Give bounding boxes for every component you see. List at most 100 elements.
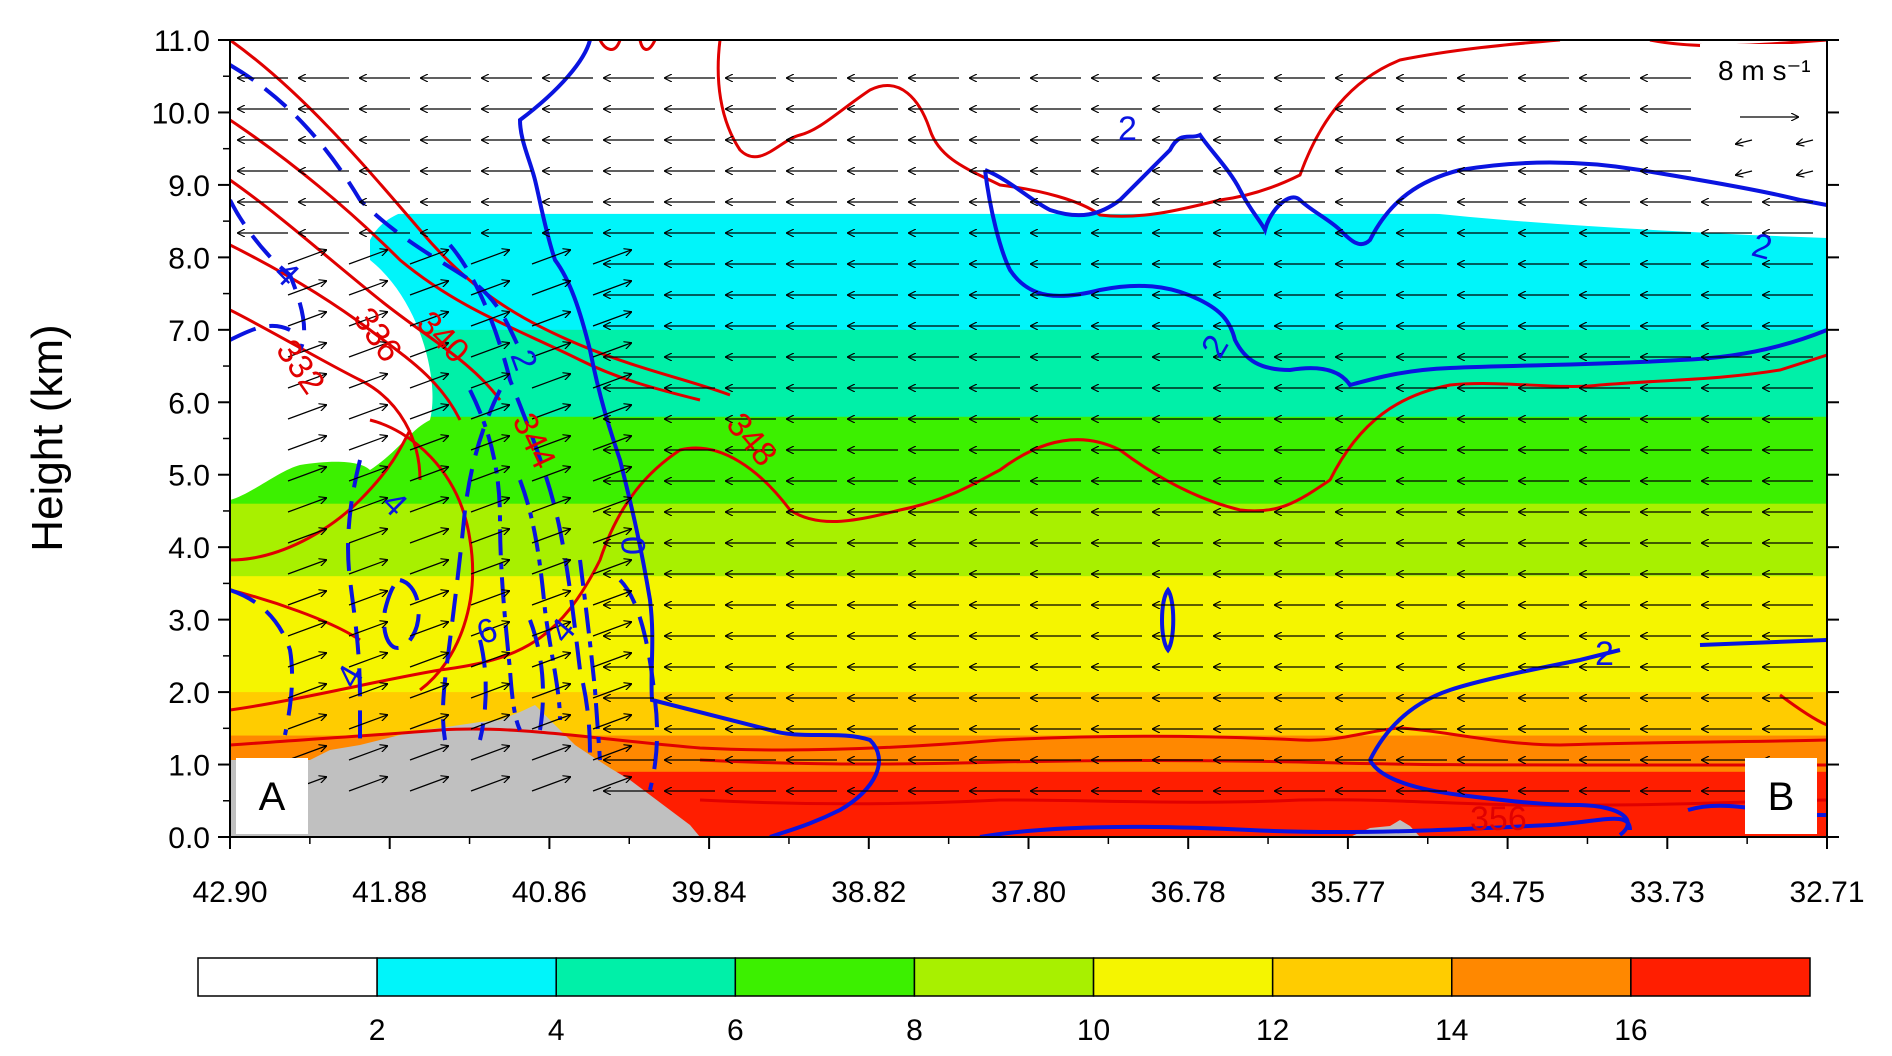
x-tick-label: 33.73 <box>1630 876 1705 909</box>
wind-vector <box>348 312 387 327</box>
y-tick-label: 5.0 <box>168 460 210 493</box>
wind-vector <box>531 715 570 730</box>
wind-vector <box>287 405 326 420</box>
x-tick-label: 42.90 <box>192 876 267 909</box>
wind-vector <box>470 498 509 513</box>
wind-vector <box>348 684 387 699</box>
contour-label-356: 356 <box>1470 800 1527 838</box>
wind-vector <box>287 529 326 544</box>
wind-vector <box>348 498 387 513</box>
colorbar-tick-label: 6 <box>727 1014 744 1047</box>
wind-vector <box>470 343 509 358</box>
wind-vector <box>348 591 387 606</box>
wind-vector <box>287 622 326 637</box>
wind-vector <box>470 591 509 606</box>
wind-vector <box>348 374 387 389</box>
colorbar-tick-label: 12 <box>1256 1014 1289 1047</box>
y-tick-label: 10.0 <box>152 97 210 130</box>
x-tick-label: 41.88 <box>352 876 427 909</box>
wind-vector <box>409 560 448 575</box>
wind-vector <box>348 715 387 730</box>
wind-vector <box>409 777 448 792</box>
wind-vector <box>592 405 631 420</box>
wind-vector <box>470 374 509 389</box>
wind-vector <box>348 343 387 358</box>
endpoint-b-text: B <box>1768 775 1795 819</box>
wind-vector <box>409 498 448 513</box>
y-tick-label: 6.0 <box>168 387 210 420</box>
wind-vector <box>409 467 448 482</box>
wind-vector <box>470 715 509 730</box>
wind-vector <box>409 622 448 637</box>
colorbar-tick-label: 10 <box>1077 1014 1110 1047</box>
colorbar: 2 4 6 8 10 12 14 16 <box>197 957 1811 1047</box>
contour-label-2-top: 2 <box>1118 110 1137 148</box>
wind-vector <box>592 777 631 792</box>
wind-vector <box>348 746 387 761</box>
shaded-field <box>230 40 1827 837</box>
colorbar-segment <box>1451 957 1632 997</box>
wind-vector <box>470 684 509 699</box>
wind-vector <box>409 746 448 761</box>
wind-vector <box>470 746 509 761</box>
x-tick-label: 32.71 <box>1789 876 1864 909</box>
wind-vector <box>1797 171 1814 175</box>
y-tick-label: 3.0 <box>168 605 210 638</box>
colorbar-segment <box>1630 957 1811 997</box>
colorbar-segment <box>1271 957 1453 997</box>
wind-vector <box>409 312 448 327</box>
wind-vector <box>531 622 570 637</box>
wind-vector <box>470 653 509 668</box>
wind-vector <box>287 467 326 482</box>
wind-vector <box>470 312 509 327</box>
wind-vector <box>592 715 631 730</box>
wind-vector <box>409 591 448 606</box>
wind-vector <box>592 684 631 699</box>
wind-vector <box>287 560 326 575</box>
wind-vector <box>287 250 326 265</box>
wind-vector <box>287 653 326 668</box>
colorbar-tick-label: 14 <box>1435 1014 1468 1047</box>
wind-vector <box>348 281 387 296</box>
wind-vector <box>470 777 509 792</box>
x-tick-label: 34.75 <box>1470 876 1545 909</box>
wind-vector <box>592 281 631 296</box>
wind-vector <box>592 529 631 544</box>
wind-vector <box>287 746 326 761</box>
contour-label-0: 0 <box>615 536 653 555</box>
wind-vector <box>1736 140 1753 144</box>
wind-vector <box>531 684 570 699</box>
wind-vector <box>531 374 570 389</box>
wind-vector <box>531 653 570 668</box>
wind-vector <box>592 591 631 606</box>
wind-vector <box>409 653 448 668</box>
wind-vector <box>592 498 631 513</box>
y-tick-label: 2.0 <box>168 677 210 710</box>
wind-vector <box>348 622 387 637</box>
shading-dry-region <box>230 40 1827 500</box>
wind-vector <box>592 312 631 327</box>
wind-vector <box>531 591 570 606</box>
wind-vector <box>409 436 448 451</box>
wind-vector <box>592 343 631 358</box>
wind-vector <box>287 591 326 606</box>
wind-vector <box>531 777 570 792</box>
wind-vector <box>531 467 570 482</box>
y-tick-label: 1.0 <box>168 750 210 783</box>
wind-vector <box>348 250 387 265</box>
wind-vector <box>531 343 570 358</box>
wind-vector <box>531 436 570 451</box>
y-tick-label: 8.0 <box>168 242 210 275</box>
colorbar-segment <box>555 957 737 997</box>
y-axis-label: Height (km) <box>23 324 72 551</box>
wind-vector <box>592 653 631 668</box>
contour-label-2-low: 2 <box>1595 635 1614 673</box>
wind-vector <box>287 312 326 327</box>
wind-vector <box>348 653 387 668</box>
wind-vector <box>470 281 509 296</box>
wind-vector <box>287 343 326 358</box>
wind-vector <box>470 560 509 575</box>
wind-vector <box>531 250 570 265</box>
wind-vector <box>409 529 448 544</box>
wind-vector <box>592 560 631 575</box>
